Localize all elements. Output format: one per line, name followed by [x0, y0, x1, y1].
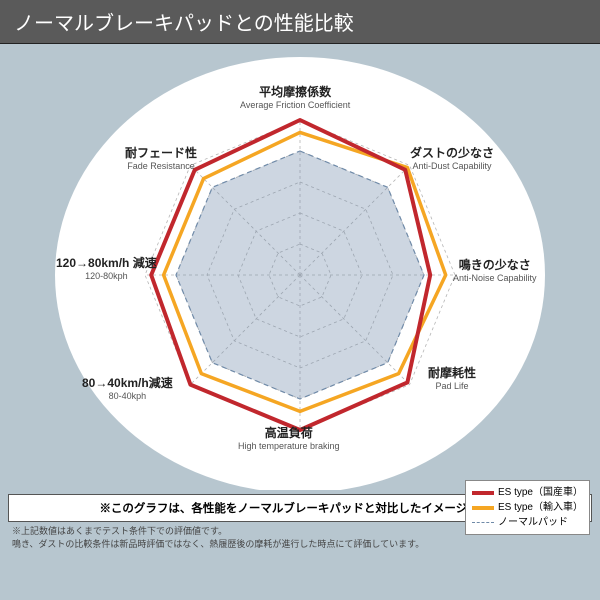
axis-label: 平均摩擦係数Average Friction Coefficient	[240, 85, 350, 111]
axis-label: 80→40km/h減速80-40kph	[82, 376, 173, 402]
legend: ES type（国産車） ES type（輸入車） ノーマルパッド	[465, 480, 590, 535]
axis-label: 高温負荷High temperature braking	[238, 426, 340, 452]
legend-swatch	[472, 506, 494, 510]
page-title: ノーマルブレーキパッドとの性能比較	[0, 0, 600, 44]
legend-item: ノーマルパッド	[472, 515, 583, 530]
axis-label: 120→80km/h 減速120-80kph	[56, 256, 157, 282]
axis-label-jp: 高温負荷	[238, 426, 340, 441]
legend-item: ES type（国産車）	[472, 485, 583, 500]
axis-label: ダストの少なさAnti-Dust Capability	[410, 146, 494, 172]
axis-label: 鳴きの少なさAnti-Noise Capability	[453, 258, 537, 284]
axis-label-en: Anti-Noise Capability	[453, 273, 537, 284]
axis-label-jp: 鳴きの少なさ	[453, 258, 537, 273]
footnote-line: 鳴き、ダストの比較条件は新品時評価ではなく、熱履歴後の摩耗が進行した時点にて評価…	[12, 538, 588, 551]
axis-label-jp: 耐摩耗性	[428, 366, 476, 381]
axis-label-en: High temperature braking	[238, 441, 340, 452]
axis-label-jp: 平均摩擦係数	[240, 85, 350, 100]
axis-label-en: Anti-Dust Capability	[410, 161, 494, 172]
legend-label: ES type（輸入車）	[498, 500, 583, 515]
axis-label: 耐摩耗性Pad Life	[428, 366, 476, 392]
radar-chart: 平均摩擦係数Average Friction Coefficient ダストの少な…	[50, 50, 550, 490]
axis-label-en: Pad Life	[428, 381, 476, 392]
legend-swatch	[472, 522, 494, 523]
axis-label-jp: 80→40km/h減速	[82, 376, 173, 391]
legend-swatch	[472, 491, 494, 495]
axis-label: 耐フェード性Fade Resistance	[125, 146, 197, 172]
axis-label-jp: 120→80km/h 減速	[56, 256, 157, 271]
legend-item: ES type（輸入車）	[472, 500, 583, 515]
axis-label-en: Average Friction Coefficient	[240, 100, 350, 111]
axis-label-en: 80-40kph	[82, 391, 173, 402]
legend-label: ノーマルパッド	[498, 515, 568, 530]
axis-label-jp: 耐フェード性	[125, 146, 197, 161]
axis-label-en: Fade Resistance	[125, 161, 197, 172]
axis-label-en: 120-80kph	[56, 271, 157, 282]
legend-label: ES type（国産車）	[498, 485, 583, 500]
axis-label-jp: ダストの少なさ	[410, 146, 494, 161]
